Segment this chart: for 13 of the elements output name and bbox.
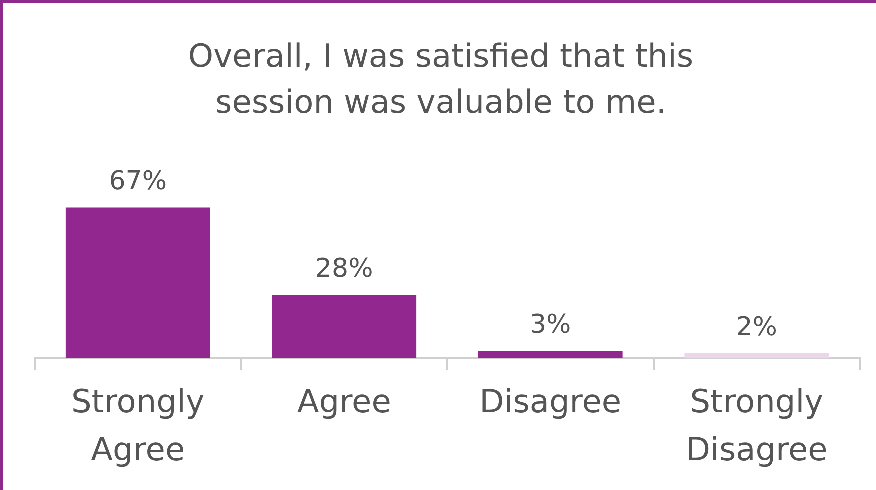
data-label: 28%	[315, 254, 374, 284]
x-tick-label: Strongly Disagree	[686, 382, 828, 468]
bar	[272, 295, 417, 358]
bar	[478, 351, 623, 358]
data-label: 3%	[530, 310, 572, 340]
bar	[66, 208, 210, 358]
x-tick-label: Agree	[297, 382, 392, 420]
bar	[684, 354, 830, 358]
chart-title: Overall, I was satisfied that this session was valuable to me.	[187, 36, 695, 123]
data-label: 67%	[109, 166, 168, 196]
x-tick-label: Strongly Agree	[71, 382, 205, 468]
x-tick-label: Disagree	[480, 382, 622, 420]
data-label: 2%	[736, 312, 778, 342]
